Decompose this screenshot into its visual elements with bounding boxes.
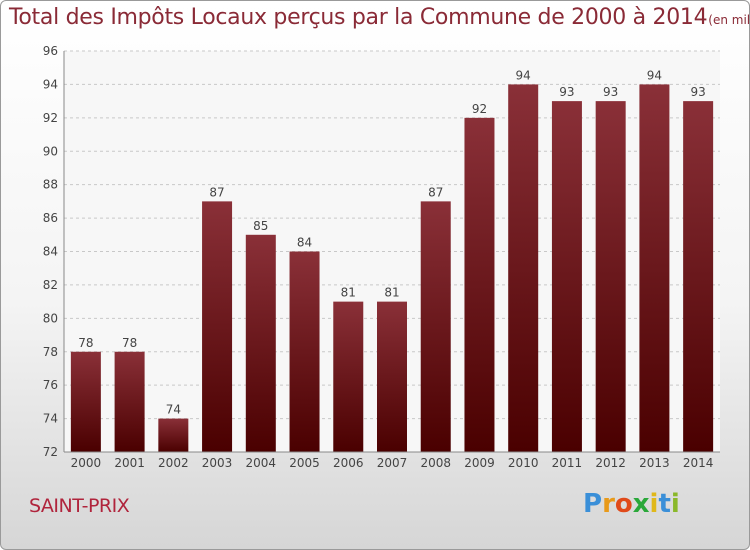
data-label: 81 — [341, 286, 356, 300]
data-label: 87 — [428, 185, 443, 199]
data-label: 93 — [559, 85, 574, 99]
bar — [464, 117, 495, 452]
x-tick-label: 2014 — [683, 456, 714, 470]
bar — [551, 101, 582, 452]
logo-letter: i — [670, 489, 680, 519]
logo-letter: x — [632, 489, 650, 519]
x-tick-label: 2013 — [639, 456, 670, 470]
logo-letter: P — [583, 489, 603, 519]
data-labels: 78 78 74 87 85 84 81 81 87 92 94 93 93 94 93 — [78, 68, 706, 416]
y-tick-label: 88 — [43, 178, 58, 192]
bar — [508, 84, 539, 453]
y-tick-label: 94 — [43, 77, 58, 91]
logo-letter: i — [649, 489, 659, 519]
x-tick-label: 2007 — [377, 456, 408, 470]
bar — [114, 351, 145, 452]
data-label: 85 — [253, 219, 268, 233]
bar — [289, 251, 320, 452]
logo-letter: o — [614, 489, 633, 519]
chart-title-block: Total des Impôts Locaux perçus par la Co… — [9, 5, 750, 30]
data-label: 94 — [647, 68, 662, 82]
y-tick-label: 82 — [43, 278, 58, 292]
data-label: 78 — [122, 336, 137, 350]
bar — [202, 201, 233, 452]
chart-title: Total des Impôts Locaux perçus par la Co… — [9, 5, 708, 30]
x-tick-label: 2006 — [333, 456, 364, 470]
logo-letter: r — [602, 489, 615, 519]
data-label: 92 — [472, 102, 487, 116]
data-label: 93 — [690, 85, 705, 99]
proxiti-logo: Proxiti — [583, 489, 680, 519]
x-tick-label: 2008 — [420, 456, 451, 470]
chart-subtitle: (en milliers d'€) — [708, 13, 750, 27]
x-tick-label: 2002 — [158, 456, 189, 470]
data-label: 78 — [78, 336, 93, 350]
y-tick-label: 90 — [43, 144, 58, 158]
commune-name: SAINT-PRIX — [29, 495, 130, 517]
bar — [639, 84, 670, 453]
y-tick-label: 76 — [43, 378, 58, 392]
axes: 72 74 76 78 80 82 84 86 88 90 92 94 96 2000 2001 2002 20… — [43, 44, 720, 470]
y-tick-label: 96 — [43, 44, 58, 58]
y-tick-label: 92 — [43, 111, 58, 125]
x-tick-label: 2005 — [289, 456, 320, 470]
x-tick-label: 2000 — [71, 456, 102, 470]
x-tick-label: 2009 — [464, 456, 495, 470]
bars — [70, 84, 714, 453]
x-tick-label: 2010 — [508, 456, 539, 470]
x-tick-label: 2004 — [246, 456, 277, 470]
y-tick-label: 80 — [43, 311, 58, 325]
data-label: 93 — [603, 85, 618, 99]
bar — [70, 351, 101, 452]
x-tick-label: 2003 — [202, 456, 233, 470]
logo-letter: t — [658, 489, 671, 519]
data-label: 84 — [297, 236, 312, 250]
x-tick-label: 2011 — [552, 456, 583, 470]
data-label: 94 — [516, 68, 531, 82]
bar — [333, 301, 364, 452]
bar — [245, 234, 276, 452]
bar — [158, 418, 189, 452]
y-tick-label: 86 — [43, 211, 58, 225]
y-tick-label: 84 — [43, 245, 58, 259]
data-label: 81 — [384, 286, 399, 300]
x-tick-label: 2001 — [114, 456, 145, 470]
bar — [595, 101, 626, 452]
y-tick-label: 78 — [43, 345, 58, 359]
y-tick-label: 74 — [43, 412, 58, 426]
bar — [420, 201, 451, 452]
bar — [377, 301, 407, 452]
bar — [683, 101, 714, 452]
data-label: 74 — [166, 403, 181, 417]
data-label: 87 — [209, 185, 224, 199]
x-tick-label: 2012 — [595, 456, 626, 470]
y-tick-label: 72 — [43, 445, 58, 459]
